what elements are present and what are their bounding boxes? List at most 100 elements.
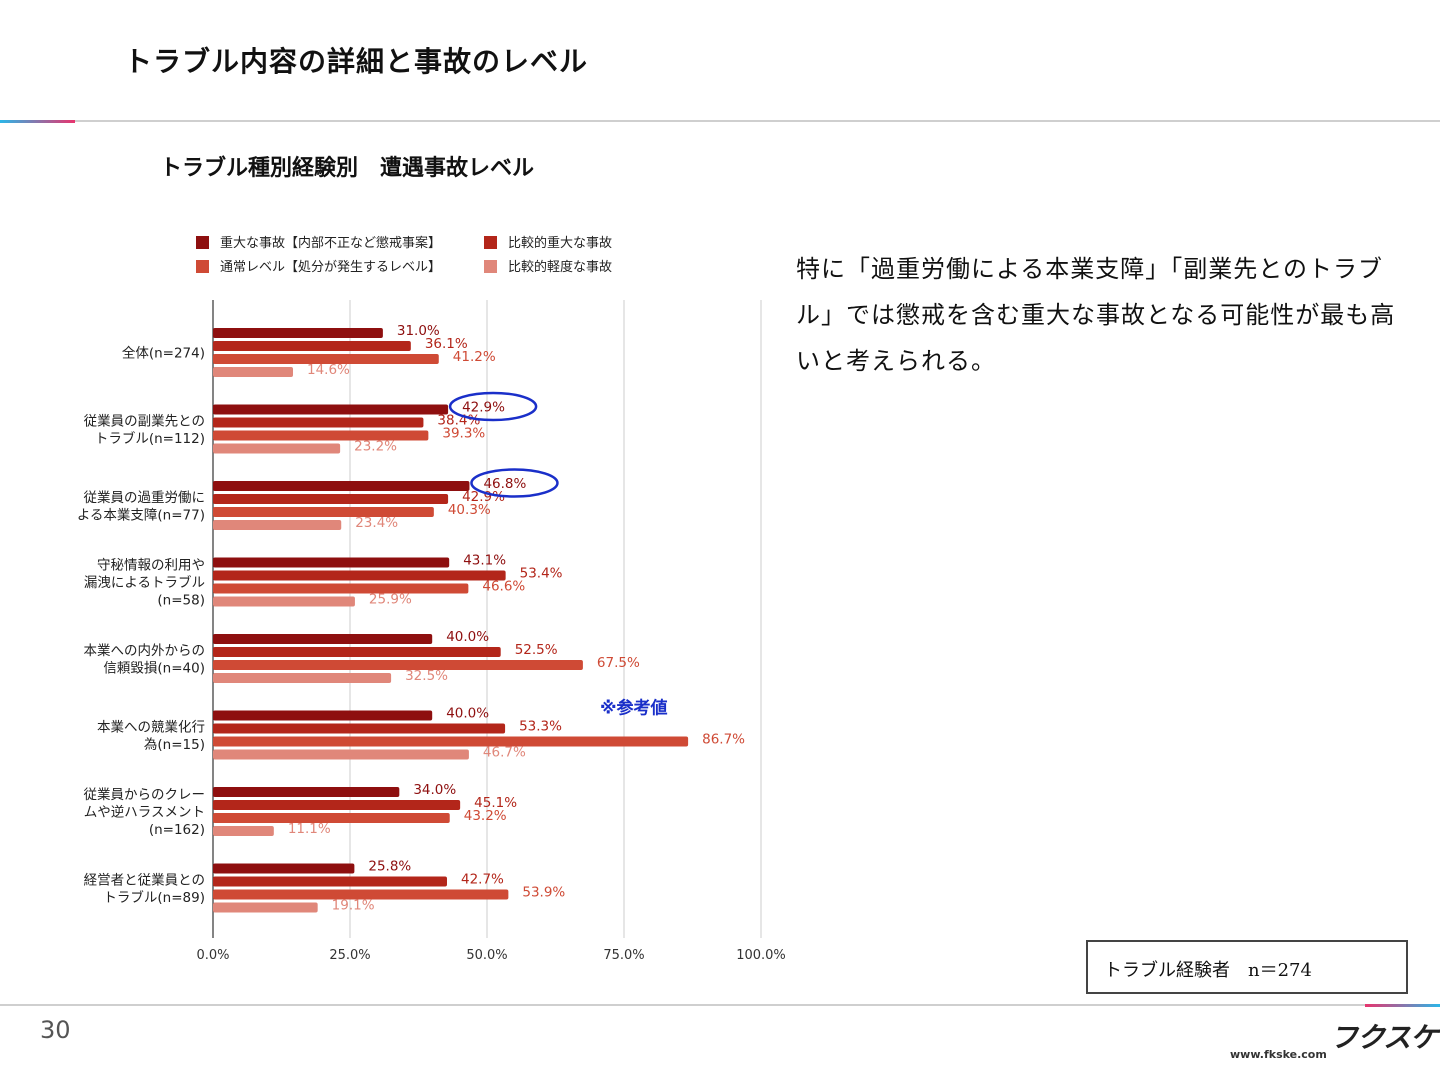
bar — [213, 507, 434, 517]
data-label: 42.9% — [462, 400, 505, 416]
data-label: 25.9% — [369, 592, 412, 608]
bar — [213, 787, 400, 797]
data-label: 36.1% — [425, 336, 468, 352]
x-tick-label: 50.0% — [466, 948, 507, 963]
data-label: 53.9% — [522, 885, 565, 901]
category-label: (n=58) — [157, 593, 205, 609]
data-label: 43.2% — [464, 808, 507, 824]
data-label: 42.7% — [461, 872, 504, 888]
category-label: トラブル(n=89) — [103, 889, 205, 906]
legend-label: 比較的軽度な事故 — [508, 259, 612, 275]
footer-divider — [0, 1004, 1440, 1006]
data-label: 32.5% — [405, 668, 448, 684]
bar — [213, 813, 450, 823]
data-label: 23.4% — [355, 515, 398, 531]
sample-size-box: トラブル経験者 n＝274 — [1086, 940, 1408, 994]
category-label: (n=162) — [149, 822, 205, 838]
bar — [213, 583, 469, 594]
bar — [213, 902, 318, 913]
commentary-text: 特に「過重労働による本業支障」「副業先とのトラブル」では懲戒を含む重大な事故とな… — [796, 255, 1396, 375]
bar — [213, 443, 341, 454]
bar — [213, 367, 294, 377]
bar — [213, 596, 355, 607]
bar — [213, 520, 342, 530]
company-url: www.fkske.com — [1230, 1048, 1327, 1061]
bar — [213, 723, 506, 734]
category-label: 信頼毀損(n=40) — [103, 660, 205, 676]
data-label: 40.3% — [448, 502, 491, 518]
data-label: 67.5% — [597, 655, 640, 671]
bar — [213, 826, 274, 836]
data-label: 31.0% — [397, 323, 440, 339]
category-label: 為(n=15) — [144, 737, 205, 753]
bar — [213, 647, 501, 657]
category-label: トラブル(n=112) — [95, 430, 205, 447]
data-label: 53.4% — [520, 566, 563, 582]
chart-title: トラブル種別経験別 遭遇事故レベル — [160, 155, 535, 181]
legend-swatch — [484, 260, 497, 273]
bar — [213, 673, 392, 683]
bar — [213, 800, 461, 810]
reference-note: ※参考値 — [600, 698, 668, 719]
data-label: 11.1% — [288, 821, 331, 837]
page-number: 30 — [40, 1016, 71, 1044]
bar — [213, 889, 509, 900]
category-label: よる本業支障(n=77) — [77, 507, 205, 523]
data-label: 46.7% — [483, 745, 526, 761]
bar — [213, 570, 506, 581]
header-divider-accent — [0, 120, 75, 123]
bar — [213, 328, 383, 338]
legend-label: 重大な事故【内部不正など懲戒事案】 — [220, 235, 441, 251]
bar — [213, 660, 583, 670]
category-label: 全体(n=274) — [122, 345, 205, 362]
category-label: 従業員の副業先との — [84, 413, 205, 429]
data-label: 46.6% — [482, 579, 525, 595]
highlight-circle — [448, 391, 538, 422]
legend-swatch — [196, 236, 209, 249]
data-label: 40.0% — [446, 706, 489, 722]
bar — [213, 634, 433, 644]
x-tick-label: 0.0% — [196, 948, 229, 963]
bar — [213, 557, 450, 568]
category-label: 本業への競業化行 — [97, 719, 205, 735]
slide-title: トラブル内容の詳細と事故のレベル — [124, 45, 589, 78]
header-divider — [0, 120, 1440, 122]
bar — [213, 863, 355, 874]
data-label: 38.4% — [437, 413, 480, 429]
data-label: 23.2% — [354, 439, 397, 455]
data-label: 14.6% — [307, 362, 350, 378]
data-label: 41.2% — [453, 349, 496, 365]
category-label: 従業員の過重労働に — [84, 490, 206, 506]
bar — [213, 341, 411, 351]
legend-swatch — [196, 260, 209, 273]
data-label: 52.5% — [515, 642, 558, 658]
data-label: 42.9% — [462, 489, 505, 505]
data-label: 25.8% — [368, 859, 411, 875]
bar — [213, 876, 447, 887]
data-label: 45.1% — [474, 795, 517, 811]
bar-chart: 重大な事故【内部不正など懲戒事案】 比較的重大な事故通常レベル【処分が発生するレベ… — [77, 235, 786, 963]
bar — [213, 354, 439, 364]
data-label: 46.8% — [483, 476, 526, 492]
data-label: 39.3% — [442, 426, 485, 442]
legend-label: 通常レベル【処分が発生するレベル】 — [220, 260, 441, 275]
bar — [213, 417, 424, 428]
highlight-circle — [470, 468, 559, 498]
data-label: 19.1% — [332, 898, 375, 914]
x-tick-label: 75.0% — [603, 948, 644, 963]
company-logo: フクスケ — [1330, 1021, 1438, 1054]
bar — [213, 736, 689, 747]
category-label: 従業員からのクレー — [84, 787, 206, 803]
category-label: 漏洩によるトラブル — [84, 574, 205, 591]
data-label: 40.0% — [446, 629, 489, 645]
legend-swatch — [484, 236, 497, 249]
category-label: 本業への内外からの — [84, 643, 206, 659]
data-label: 53.3% — [519, 719, 562, 735]
data-label: 34.0% — [413, 782, 456, 798]
bar — [213, 710, 433, 721]
footer-divider-accent — [1365, 1004, 1440, 1007]
bar — [213, 404, 449, 415]
category-label: ムや逆ハラスメント — [84, 805, 205, 821]
category-label: 経営者と従業員との — [84, 872, 205, 888]
data-label: 43.1% — [463, 553, 506, 569]
